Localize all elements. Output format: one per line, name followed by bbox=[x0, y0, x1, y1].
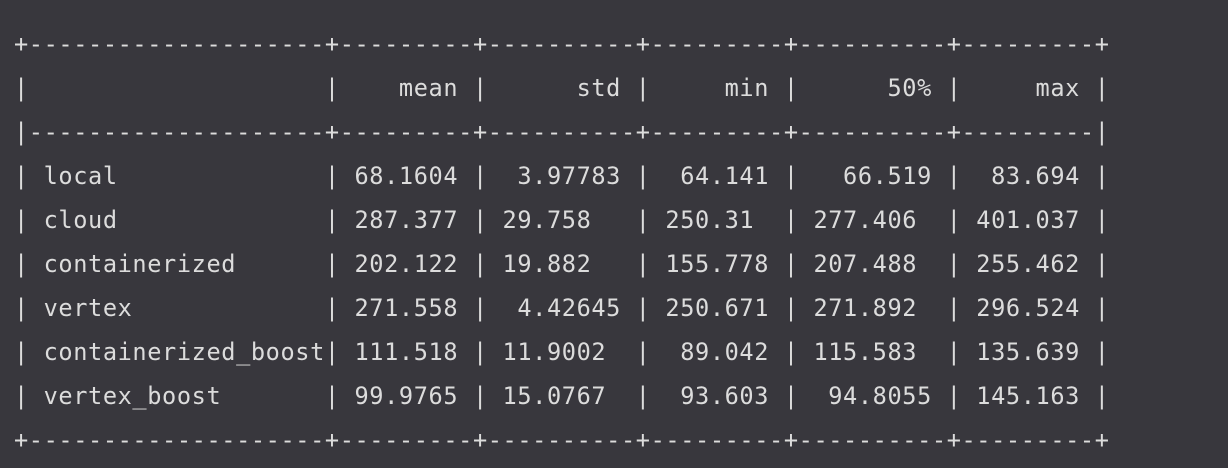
table-row-cloud: | cloud | 287.377 | 29.758 | 250.31 | 27… bbox=[14, 206, 1110, 234]
table-header-row: | | mean | std | min | 50% | max | bbox=[14, 74, 1110, 102]
table-border-bottom: +--------------------+---------+--------… bbox=[14, 426, 1110, 454]
table-border-top: +--------------------+---------+--------… bbox=[14, 30, 1110, 58]
table-header-separator: |--------------------+---------+--------… bbox=[14, 118, 1110, 146]
ascii-stats-table: +--------------------+---------+--------… bbox=[14, 22, 1110, 462]
table-row-containerized-boost: | containerized_boost| 111.518 | 11.9002… bbox=[14, 338, 1110, 366]
table-row-vertex-boost: | vertex_boost | 99.9765 | 15.0767 | 93.… bbox=[14, 382, 1110, 410]
table-row-vertex: | vertex | 271.558 | 4.42645 | 250.671 |… bbox=[14, 294, 1110, 322]
table-row-local: | local | 68.1604 | 3.97783 | 64.141 | 6… bbox=[14, 162, 1110, 190]
table-row-containerized: | containerized | 202.122 | 19.882 | 155… bbox=[14, 250, 1110, 278]
